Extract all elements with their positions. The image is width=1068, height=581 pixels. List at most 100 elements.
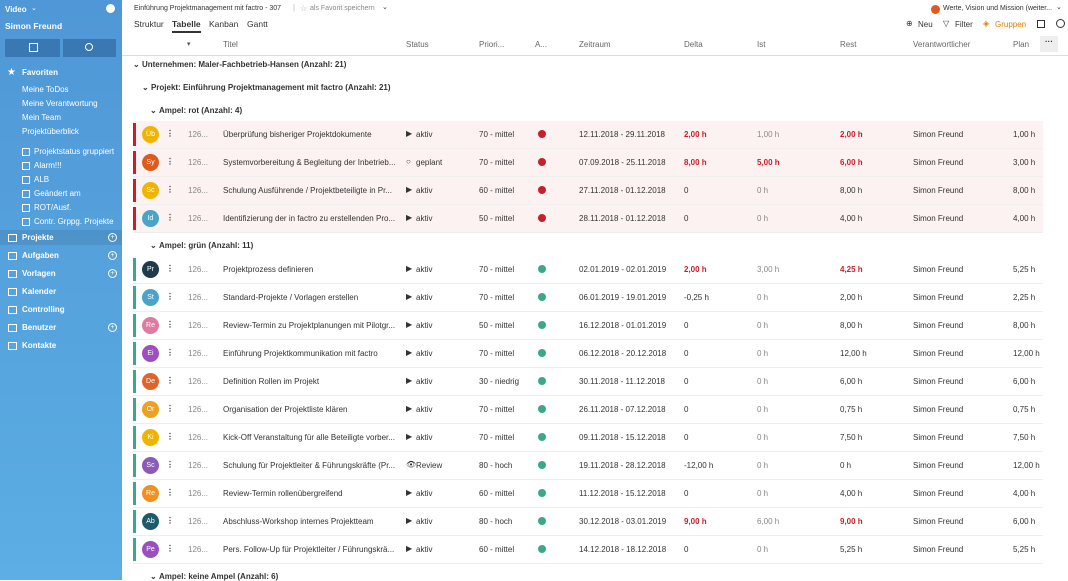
- row-menu[interactable]: ⋮: [166, 404, 174, 413]
- favorite-item[interactable]: Projektstatus gruppiert: [34, 147, 115, 156]
- favorite-item[interactable]: Geändert am: [34, 189, 81, 198]
- sort-caret[interactable]: ▾: [187, 41, 191, 48]
- task-title[interactable]: Systemvorbereitung & Begleitung der Inbe…: [223, 158, 396, 167]
- row-menu[interactable]: ⋮: [166, 460, 174, 469]
- task-title[interactable]: Kick-Off Veranstaltung für alle Beteilig…: [223, 433, 395, 442]
- group-header[interactable]: ⌄: [150, 572, 157, 581]
- favorite-item[interactable]: Projektüberblick: [22, 127, 79, 136]
- tab[interactable]: Struktur: [134, 19, 164, 29]
- favorite-item[interactable]: ALB: [34, 175, 50, 184]
- task-row[interactable]: Id ⋮ 126... Identifizierung der in factro z…: [133, 205, 1043, 233]
- task-row[interactable]: De ⋮ 126... Definition Rollen im Projekt ▶ ak…: [133, 368, 1043, 396]
- action[interactable]: Neu: [918, 20, 933, 29]
- task-row[interactable]: Sy ⋮ 126... Systemvorbereitung & Begleitung…: [133, 149, 1043, 177]
- lock-icon[interactable]: [1037, 20, 1045, 28]
- task-row[interactable]: Re ⋮ 126... Review-Termin rollenübergreifen…: [133, 480, 1043, 508]
- group-header[interactable]: ⌄: [150, 106, 157, 115]
- task-row[interactable]: Sc ⋮ 126... Schulung Ausführende / Projektb…: [133, 177, 1043, 205]
- column-header[interactable]: Titel: [223, 40, 238, 49]
- company-group[interactable]: ⌄ Unternehmen: Maler-Fachbetrieb-Hansen …: [133, 60, 347, 69]
- task-row[interactable]: Üb ⋮ 126... Überprüfung bisheriger Projektd…: [133, 121, 1043, 149]
- row-menu[interactable]: ⋮: [166, 320, 174, 329]
- task-title[interactable]: Pers. Follow-Up für Projektleiter / Führ…: [223, 545, 395, 554]
- task-row[interactable]: Pe ⋮ 126... Pers. Follow-Up für Projektleit…: [133, 536, 1043, 564]
- favorite-item[interactable]: ROT/Ausf.: [34, 203, 72, 212]
- tab[interactable]: Tabelle: [172, 19, 201, 33]
- task-row[interactable]: Or ⋮ 126... Organisation der Projektliste k…: [133, 396, 1043, 424]
- section-label[interactable]: Aufgaben: [22, 251, 59, 260]
- user-icon[interactable]: [1056, 19, 1065, 28]
- task-title[interactable]: Review-Termin zu Projektplanungen mit Pi…: [223, 321, 396, 330]
- row-menu[interactable]: ⋮: [166, 376, 174, 385]
- favorite-item[interactable]: Alarm!!!: [34, 161, 62, 170]
- row-menu[interactable]: ⋮: [166, 516, 174, 525]
- column-header[interactable]: A...: [535, 40, 548, 49]
- add-button[interactable]: +: [108, 251, 117, 260]
- add-button[interactable]: +: [108, 269, 117, 278]
- row-menu[interactable]: ⋮: [166, 185, 174, 194]
- task-row[interactable]: Ki ⋮ 126... Kick-Off Veranstaltung für alle…: [133, 424, 1043, 452]
- globe-icon[interactable]: [106, 4, 115, 13]
- task-title[interactable]: Organisation der Projektliste klären: [223, 405, 348, 414]
- group-header[interactable]: ⌄: [150, 241, 157, 250]
- group-label[interactable]: Ampel: grün (Anzahl: 11): [159, 241, 254, 250]
- task-title[interactable]: Review-Termin rollenübergreifend: [223, 489, 343, 498]
- favorite-item[interactable]: Meine Verantwortung: [22, 99, 98, 108]
- add-button[interactable]: +: [108, 233, 117, 242]
- task-title[interactable]: Einführung Projektkommunikation mit fact…: [223, 349, 378, 358]
- column-header[interactable]: Priori...: [479, 40, 505, 49]
- context-caret[interactable]: ⌄: [1056, 4, 1062, 11]
- row-menu[interactable]: ⋮: [166, 213, 174, 222]
- row-menu[interactable]: ⋮: [166, 348, 174, 357]
- task-title[interactable]: Schulung Ausführende / Projektbeteiligte…: [223, 186, 392, 195]
- task-row[interactable]: Sc ⋮ 126... Schulung für Projektleiter & Fü…: [133, 452, 1043, 480]
- group-label[interactable]: Ampel: keine Ampel (Anzahl: 6): [159, 572, 279, 581]
- row-menu[interactable]: ⋮: [166, 157, 174, 166]
- task-title[interactable]: Standard-Projekte / Vorlagen erstellen: [223, 293, 359, 302]
- task-title[interactable]: Projektprozess definieren: [223, 265, 314, 274]
- column-header[interactable]: Status: [406, 40, 429, 49]
- favorite-item[interactable]: Contr. Grppg. Projekte: [34, 217, 114, 226]
- task-title[interactable]: Abschluss-Workshop internes Projektteam: [223, 517, 374, 526]
- search-button[interactable]: [63, 39, 116, 57]
- row-menu[interactable]: ⋮: [166, 432, 174, 441]
- section-label[interactable]: Projekte: [22, 233, 54, 242]
- action[interactable]: Filter: [955, 20, 973, 29]
- task-row[interactable]: Re ⋮ 126... Review-Termin zu Projektplanung…: [133, 312, 1043, 340]
- column-header[interactable]: Ist: [757, 40, 766, 49]
- section-label[interactable]: Kalender: [22, 287, 57, 296]
- row-menu[interactable]: ⋮: [166, 544, 174, 553]
- column-header[interactable]: Zeitraum: [579, 40, 611, 49]
- favorite-item[interactable]: Mein Team: [22, 113, 61, 122]
- row-menu[interactable]: ⋮: [166, 488, 174, 497]
- edit-button[interactable]: [5, 39, 60, 57]
- context[interactable]: Werte, Vision und Mission (weiter...: [943, 5, 1053, 12]
- task-title[interactable]: Überprüfung bisheriger Projektdokumente: [223, 130, 372, 139]
- section-label[interactable]: Kontakte: [22, 341, 57, 350]
- section-label[interactable]: Controlling: [22, 305, 65, 314]
- project-group[interactable]: ⌄ Projekt: Einführung Projektmanagement …: [142, 83, 391, 92]
- column-header[interactable]: Delta: [684, 40, 703, 49]
- column-header[interactable]: Plan: [1013, 40, 1030, 49]
- favorite-link[interactable]: als Favorit speichern: [310, 5, 375, 12]
- caret[interactable]: ⌄: [382, 4, 388, 11]
- task-row[interactable]: St ⋮ 126... Standard-Projekte / Vorlagen er…: [133, 284, 1043, 312]
- more-button[interactable]: ···: [1040, 36, 1058, 52]
- workspace-caret[interactable]: ⌄: [31, 5, 37, 12]
- action-icon[interactable]: ⊕: [906, 19, 913, 28]
- favorite-star[interactable]: ☆: [300, 4, 308, 13]
- task-row[interactable]: Ei ⋮ 126... Einführung Projektkommunikation…: [133, 340, 1043, 368]
- row-menu[interactable]: ⋮: [166, 292, 174, 301]
- column-header[interactable]: Verantwortlicher: [913, 40, 971, 49]
- row-menu[interactable]: ⋮: [166, 264, 174, 273]
- tab[interactable]: Kanban: [209, 19, 239, 29]
- task-title[interactable]: Definition Rollen im Projekt: [223, 377, 320, 386]
- section-label[interactable]: Vorlagen: [22, 269, 56, 278]
- favorite-item[interactable]: Meine ToDos: [22, 85, 69, 94]
- row-menu[interactable]: ⋮: [166, 129, 174, 138]
- action-icon[interactable]: ◈: [983, 19, 990, 28]
- task-title[interactable]: Identifizierung der in factro zu erstell…: [223, 214, 396, 223]
- add-button[interactable]: +: [108, 323, 117, 332]
- task-title[interactable]: Schulung für Projektleiter & Führungskrä…: [223, 461, 396, 470]
- action[interactable]: Gruppen: [995, 20, 1027, 29]
